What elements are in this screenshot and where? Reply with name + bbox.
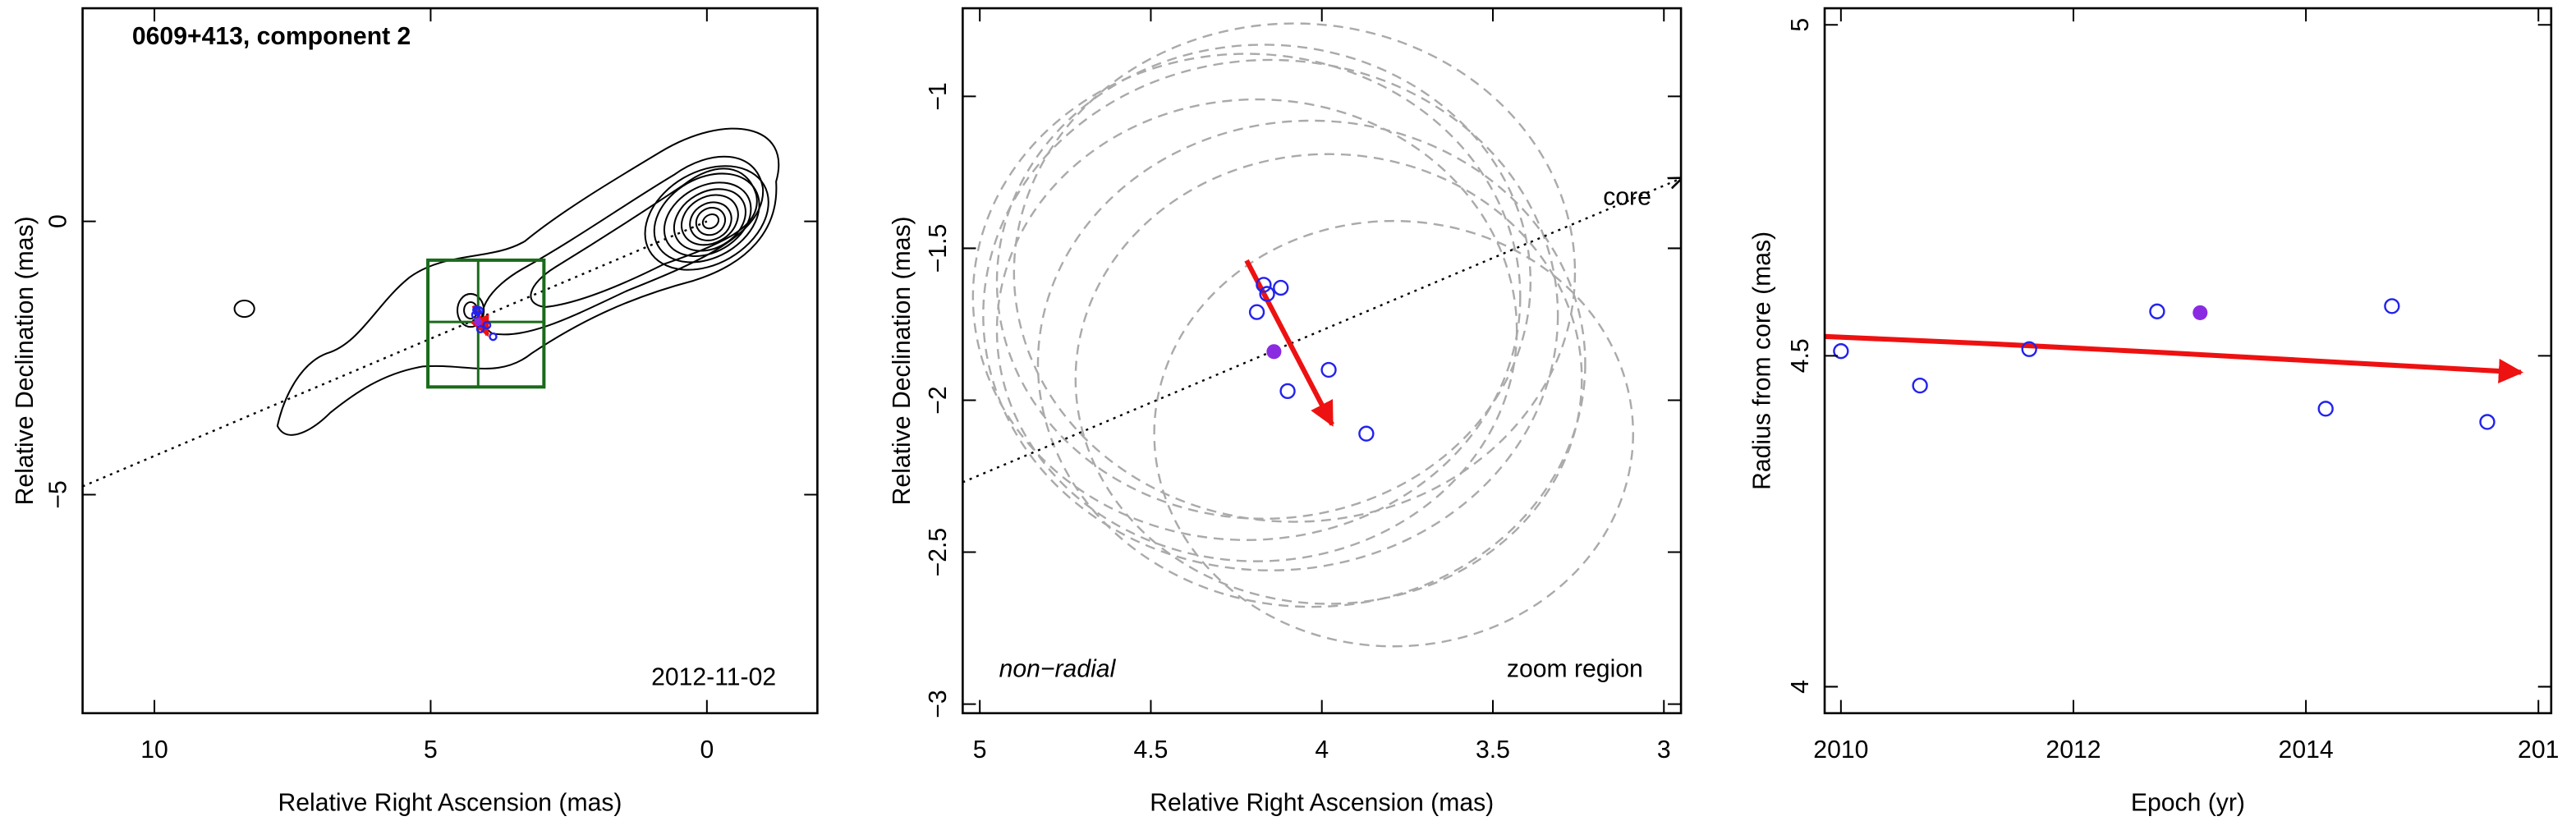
- beam-circle: [995, 98, 1518, 562]
- contour: [644, 165, 769, 271]
- contour: [701, 213, 720, 230]
- data-point: [2149, 303, 2165, 319]
- beam-circle: [995, 44, 1532, 521]
- contour: [653, 172, 760, 264]
- data-point: [489, 332, 498, 342]
- y-tick-label: −1.5: [925, 224, 952, 273]
- x-tick-label: 4: [1315, 736, 1329, 764]
- data-point: [1259, 286, 1275, 302]
- contour: [689, 201, 732, 241]
- mean-point: [1266, 344, 1282, 360]
- annotation: zoom region: [1507, 655, 1643, 682]
- mean-point: [474, 318, 483, 327]
- data-point: [482, 320, 492, 330]
- contour: [530, 167, 758, 309]
- x-tick-label: 5: [973, 736, 987, 764]
- mean-point: [2193, 305, 2208, 320]
- x-tick-label: 0: [700, 736, 714, 764]
- annotation: core: [1603, 183, 1651, 210]
- y-tick-label: −1: [925, 82, 952, 110]
- y-tick-label: −2: [925, 386, 952, 414]
- data-point: [1320, 361, 1337, 378]
- y-tick-label: −5: [44, 480, 71, 508]
- beam-circle: [971, 53, 1522, 541]
- data-point: [1256, 277, 1272, 293]
- contour: [673, 188, 746, 252]
- y-tick-label: 4: [1787, 680, 1814, 694]
- x-tick-label: 3: [1657, 736, 1671, 764]
- panel-title: 0609+413, component 2: [132, 23, 411, 50]
- beam-circle: [1153, 219, 1634, 648]
- zoom-box: [426, 258, 546, 389]
- contour: [681, 194, 739, 246]
- data-point: [1358, 425, 1375, 442]
- contours: [233, 127, 780, 436]
- data-point: [1273, 279, 1289, 296]
- beam-circle: [1074, 153, 1583, 605]
- data-point: [1912, 377, 1928, 394]
- plot-area: [1825, 298, 2524, 430]
- x-tick-label: 2010: [1813, 736, 1868, 764]
- contour: [276, 127, 780, 436]
- data-point: [475, 324, 485, 333]
- axes-frame: [81, 7, 819, 714]
- y-tick-label: 4.5: [1787, 338, 1814, 373]
- annotation: 2012-11-02: [651, 663, 776, 690]
- x-axis-label: Epoch (yr): [2131, 789, 2245, 816]
- data-point: [1248, 304, 1265, 320]
- y-axis-label: Radius from core (mas): [1749, 232, 1776, 490]
- plot-area: [962, 22, 1682, 648]
- y-tick-label: 5: [1787, 18, 1814, 32]
- beam-circle: [1036, 119, 1586, 608]
- annotation: non−radial: [999, 655, 1117, 682]
- data-point: [471, 310, 480, 319]
- contour: [695, 207, 727, 236]
- x-tick-label: 4.5: [1133, 736, 1168, 764]
- data-point: [2384, 298, 2400, 314]
- axes-frame: [962, 7, 1683, 714]
- fit-curve: [1825, 333, 2524, 384]
- y-tick-label: −2.5: [925, 528, 952, 577]
- x-tick-label: 10: [140, 736, 168, 764]
- contour: [663, 181, 752, 257]
- axes-frame: [1823, 7, 2553, 714]
- y-axis-label: Relative Declination (mas): [11, 216, 39, 505]
- data-point: [2317, 401, 2334, 417]
- data-point: [2479, 414, 2496, 430]
- x-tick-label: 3.5: [1476, 736, 1510, 764]
- core-direction: [82, 220, 708, 488]
- y-tick-label: −3: [925, 690, 952, 718]
- motion-arrow: [1244, 259, 1334, 427]
- data-point: [1279, 383, 1296, 400]
- beam-circle: [982, 58, 1559, 571]
- x-tick-label: 5: [424, 736, 438, 764]
- x-tick-label: 2012: [2046, 736, 2101, 764]
- plot-area: [82, 220, 708, 488]
- x-axis-label: Relative Right Ascension (mas): [278, 789, 622, 816]
- contour: [233, 299, 255, 319]
- y-tick-label: 0: [44, 214, 71, 228]
- data-point: [2021, 341, 2037, 357]
- y-axis-label: Relative Declination (mas): [889, 216, 916, 505]
- x-tick-label: 2014: [2279, 736, 2334, 764]
- x-tick-label: 201: [2518, 736, 2559, 764]
- x-axis-label: Relative Right Ascension (mas): [1150, 789, 1494, 816]
- beam-circle: [1012, 22, 1577, 523]
- data-point: [1833, 343, 1849, 360]
